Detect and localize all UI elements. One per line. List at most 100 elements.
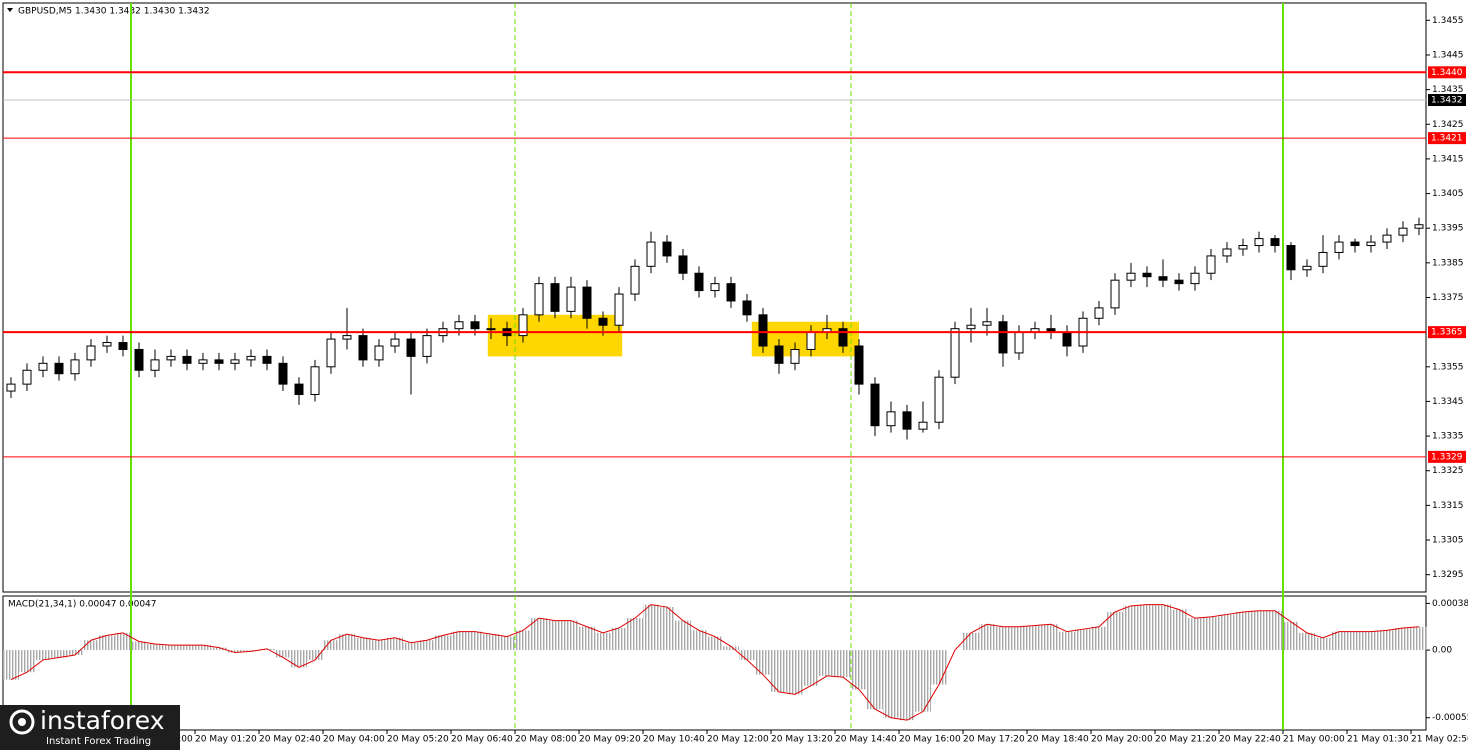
candle-body xyxy=(1270,238,1280,247)
macd-bar xyxy=(563,620,579,651)
y-tick-label: 1.3415 xyxy=(1432,154,1464,164)
macd-bar xyxy=(163,645,179,651)
candle-body xyxy=(230,359,240,364)
candle-body xyxy=(854,345,864,385)
candle-body xyxy=(374,345,384,361)
candle-body xyxy=(70,359,80,375)
candle-body xyxy=(486,328,496,331)
candle-body xyxy=(582,286,592,319)
level-label-bg xyxy=(1428,66,1466,79)
level-label-bg xyxy=(1428,132,1466,145)
macd-bar xyxy=(1107,611,1123,651)
candle-body xyxy=(294,383,304,396)
y-tick-label: 1.3405 xyxy=(1432,189,1464,199)
x-tick-label: 20 May 20:00 xyxy=(1091,735,1153,745)
candle-body xyxy=(1414,224,1424,229)
candle-body xyxy=(726,283,736,302)
level-label: 1.3329 xyxy=(1431,452,1463,462)
watermark-brand: instaforex xyxy=(40,706,165,735)
candle-body xyxy=(1014,331,1024,354)
macd-bar xyxy=(963,632,979,651)
watermark-tagline: Instant Forex Trading xyxy=(46,736,151,747)
macd-bar xyxy=(835,650,851,678)
candle-body xyxy=(310,366,320,396)
candle-body xyxy=(1158,276,1168,281)
candle-body xyxy=(406,338,416,357)
macd-bar xyxy=(739,650,755,660)
x-tick-label: 20 May 21:20 xyxy=(1155,735,1217,745)
macd-bar xyxy=(611,627,627,651)
macd-bar xyxy=(707,636,723,651)
candle-body xyxy=(534,283,544,316)
x-tick-label: 20 May 18:40 xyxy=(1027,735,1089,745)
x-tick-label: 20 May 04:00 xyxy=(323,735,385,745)
macd-bar xyxy=(323,640,339,651)
x-tick-label: 20 May 17:20 xyxy=(963,735,1025,745)
x-tick-label: 20 May 05:20 xyxy=(387,735,449,745)
macd-bar xyxy=(915,650,931,712)
y-tick-label: 1.3315 xyxy=(1432,501,1464,511)
y-tick-label: 1.3445 xyxy=(1432,50,1464,60)
macd-bar xyxy=(1283,621,1299,651)
candle-body xyxy=(1206,255,1216,274)
macd-bar xyxy=(131,641,147,651)
watermark: instaforex Instant Forex Trading xyxy=(0,705,180,750)
candle-body xyxy=(790,348,800,364)
macd-bar xyxy=(515,630,531,651)
candle-body xyxy=(710,283,720,292)
x-tick-label: 20 May 16:00 xyxy=(899,735,961,745)
macd-bar xyxy=(435,635,451,651)
candle-body xyxy=(1094,307,1104,319)
macd-bar xyxy=(1187,618,1203,651)
candle-body xyxy=(1318,251,1328,267)
macd-bar xyxy=(691,630,707,651)
macd-bar xyxy=(771,650,787,692)
macd-y-tick-label: 0.00 xyxy=(1432,646,1452,656)
macd-bar xyxy=(499,636,515,651)
candle-body xyxy=(1334,241,1344,253)
macd-bar xyxy=(755,650,771,675)
candle-body xyxy=(1190,272,1200,285)
macd-bar xyxy=(867,650,883,710)
x-tick-label: 21 May 02:50 xyxy=(1411,735,1468,745)
candle-body xyxy=(774,345,784,364)
candle-body xyxy=(694,272,704,292)
candle-body xyxy=(118,342,128,350)
macd-bar xyxy=(899,650,915,721)
candle-body xyxy=(998,321,1008,354)
candle-body xyxy=(1366,241,1376,247)
macd-y-tick-label: 0.00038 xyxy=(1432,599,1468,609)
watermark-logo xyxy=(9,709,35,735)
x-tick-label: 20 May 12:00 xyxy=(707,735,769,745)
macd-bar xyxy=(851,650,867,690)
macd-bar xyxy=(451,631,467,651)
candle-body xyxy=(646,241,656,267)
price-panel xyxy=(6,217,1424,440)
macd-bar xyxy=(1395,627,1411,651)
macd-bar xyxy=(787,650,803,695)
x-tick-label: 21 May 01:30 xyxy=(1347,735,1409,745)
macd-bar xyxy=(1123,605,1139,651)
macd-bar xyxy=(819,650,835,676)
x-tick-label: 20 May 08:00 xyxy=(515,735,577,745)
candle-body xyxy=(1254,238,1264,247)
candle-body xyxy=(278,362,288,385)
candle-body xyxy=(22,369,32,385)
macd-bar xyxy=(467,631,483,651)
candle-body xyxy=(934,376,944,423)
candle-body xyxy=(806,331,816,350)
y-tick-label: 1.3325 xyxy=(1432,466,1464,476)
candle-body xyxy=(326,338,336,368)
macd-bar xyxy=(403,642,419,651)
candle-body xyxy=(198,359,208,364)
macd-bar xyxy=(1379,630,1395,651)
candle-body xyxy=(614,293,624,326)
y-tick-label: 1.3355 xyxy=(1432,362,1464,372)
level-label-bg xyxy=(1428,450,1466,463)
macd-bar xyxy=(931,650,947,685)
candle-body xyxy=(950,328,960,378)
candle-body xyxy=(262,355,272,364)
macd-bar xyxy=(1171,609,1187,651)
candle-body xyxy=(454,321,464,330)
